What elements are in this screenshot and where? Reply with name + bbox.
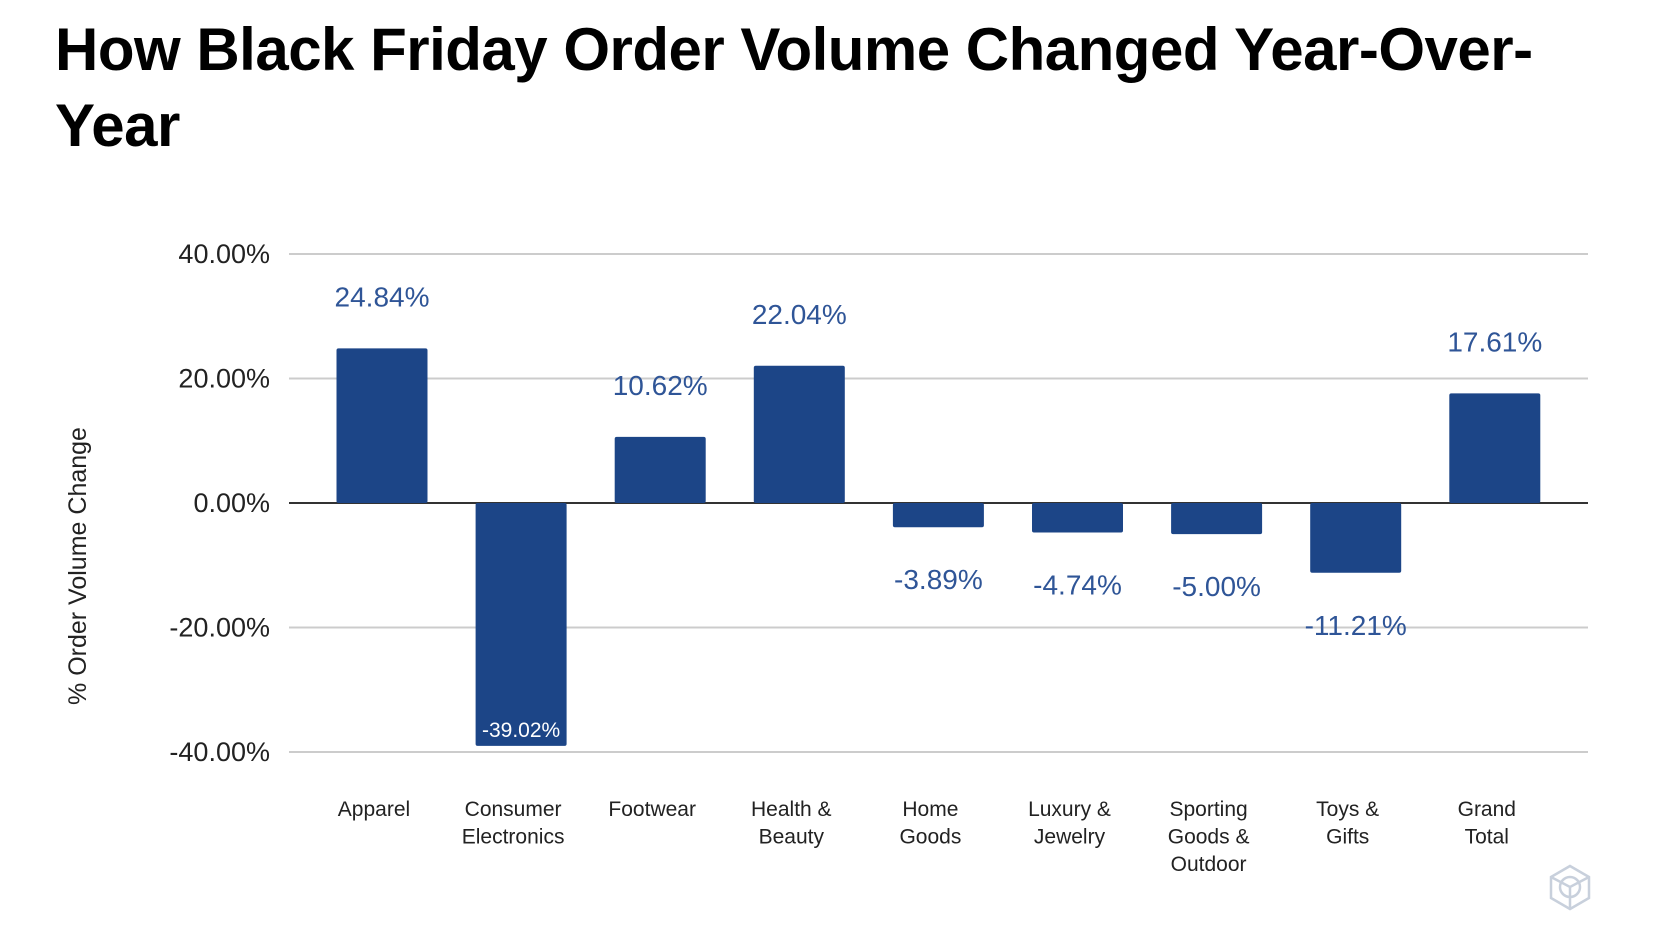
category-label: Toys & Gifts [1316, 798, 1379, 849]
category-label: Luxury & Jewelry [1028, 798, 1111, 849]
data-label: -11.21% [1305, 610, 1407, 641]
category-label-line: Health & [751, 798, 832, 821]
category-label-line: Toys & [1316, 798, 1379, 821]
data-label: -39.02% [482, 719, 560, 742]
category-label-line: Outdoor [1171, 853, 1247, 876]
category-label-line: Electronics [462, 826, 565, 849]
category-label-line: Apparel [338, 798, 410, 821]
bar [1449, 393, 1541, 503]
category-label-line: Grand [1458, 798, 1516, 821]
bar [753, 365, 845, 503]
category-label-line: Total [1465, 826, 1509, 849]
y-tick-label: 20.00% [178, 364, 270, 394]
bar [1171, 503, 1263, 535]
bar [1032, 503, 1123, 533]
category-label-line: Goods [899, 826, 961, 849]
category-label: Grand Total [1458, 798, 1516, 849]
category-label: Home Goods [899, 798, 961, 849]
bar [336, 348, 428, 503]
chart-title: How Black Friday Order Volume Changed Ye… [55, 16, 1533, 159]
category-label-line: Goods & [1168, 826, 1250, 849]
category-label: Footwear [608, 798, 696, 821]
bar [475, 503, 567, 746]
category-label-line: Footwear [608, 798, 696, 821]
category-label: Apparel [338, 798, 410, 821]
data-label: 10.62% [613, 370, 708, 401]
data-label: -5.00% [1172, 571, 1261, 602]
bar [1310, 503, 1402, 573]
data-label: -3.89% [894, 564, 983, 595]
y-tick-label: 0.00% [193, 488, 270, 518]
y-tick-label: 40.00% [178, 239, 270, 269]
data-label: 17.61% [1447, 326, 1542, 357]
category-label-line: Consumer [465, 798, 562, 821]
bar [892, 503, 984, 528]
data-label: 24.84% [335, 281, 430, 312]
category-label-line: Gifts [1326, 826, 1369, 849]
y-axis-label: % Order Volume Change [64, 427, 92, 705]
data-label: 22.04% [752, 299, 847, 330]
category-label-line: Luxury & [1028, 798, 1111, 821]
category-label-line: Beauty [759, 826, 825, 849]
data-label: -4.74% [1033, 570, 1122, 601]
category-label: Health & Beauty [751, 798, 832, 849]
y-tick-label: -20.00% [169, 613, 270, 643]
category-label: Consumer Electronics [462, 798, 565, 849]
bar [614, 436, 706, 503]
cube-icon [1549, 864, 1591, 911]
category-label-line: Jewelry [1034, 826, 1106, 849]
y-tick-label: -40.00% [169, 737, 270, 767]
category-label-line: Home [902, 798, 958, 821]
category-label-line: Sporting [1169, 798, 1247, 821]
category-label: Sporting Goods & Outdoor [1168, 798, 1250, 876]
